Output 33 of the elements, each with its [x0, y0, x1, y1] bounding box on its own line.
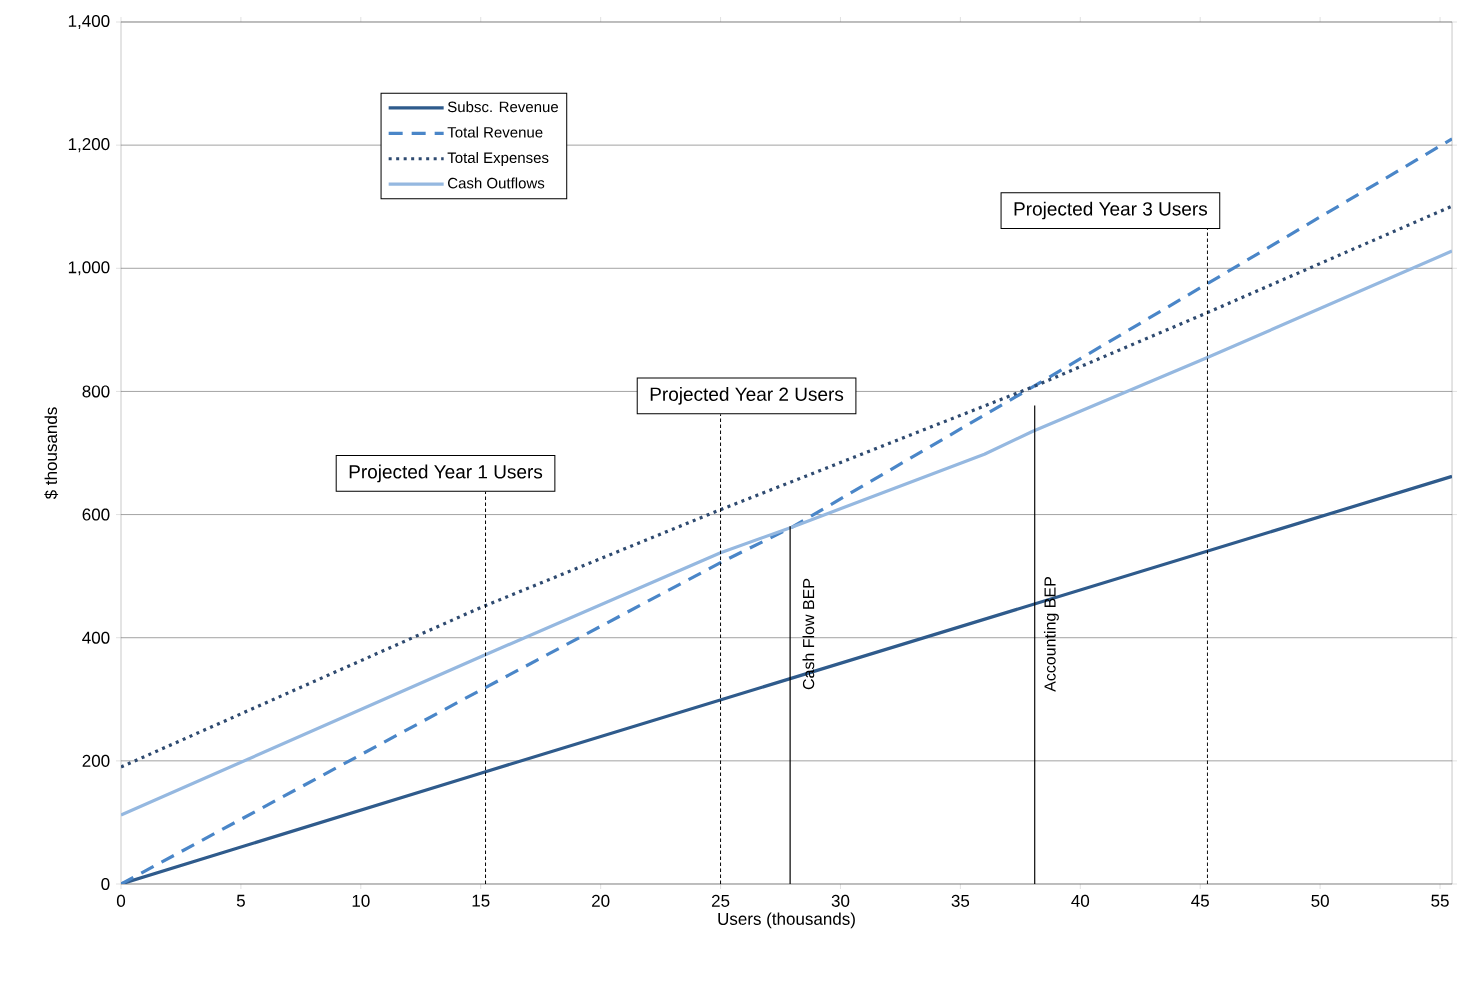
ref-line-label: Projected Year 1 Users	[349, 464, 543, 483]
x-tick-label: 40	[1071, 894, 1090, 907]
ref-line-label: Projected Year 3 Users	[1014, 201, 1208, 220]
y-tick-label: 1,000	[68, 261, 110, 276]
ref-line-label: Projected Year 2 Users	[650, 386, 844, 405]
x-tick-label: 15	[472, 894, 490, 907]
legend-label: Subsc. Revenue	[447, 101, 559, 113]
legend-label: Total Revenue	[447, 126, 543, 138]
x-tick-label: 25	[711, 894, 730, 907]
y-axis-title: $ thousands	[44, 407, 59, 500]
x-tick-label: 5	[236, 894, 245, 907]
x-axis-title: Users (thousands)	[718, 912, 855, 929]
y-tick-label: 600	[82, 508, 110, 521]
x-tick-label: 45	[1191, 894, 1209, 907]
legend-label: Total Expenses	[447, 152, 549, 166]
x-tick-label: 20	[592, 894, 610, 907]
x-tick-label: 55	[1431, 894, 1449, 907]
x-tick-label: 50	[1311, 894, 1329, 907]
y-tick-label: 400	[82, 631, 110, 644]
x-tick-label: 10	[352, 894, 370, 907]
y-tick-label: 200	[82, 754, 110, 767]
legend-label: Cash Outflows	[448, 177, 545, 189]
ref-line-label: Cash Flow BEP	[802, 578, 815, 690]
y-tick-label: 1,400	[68, 14, 110, 30]
y-tick-label: 800	[82, 385, 110, 398]
x-tick-label: 30	[831, 894, 850, 907]
y-tick-label: 0	[101, 877, 110, 891]
ref-line-label: Accounting BEP	[1043, 577, 1059, 692]
line-series	[121, 137, 1453, 884]
x-tick-label: 0	[116, 894, 126, 907]
line-series	[121, 249, 1453, 817]
y-tick-label: 1,200	[68, 138, 110, 153]
x-tick-label: 35	[951, 894, 970, 907]
